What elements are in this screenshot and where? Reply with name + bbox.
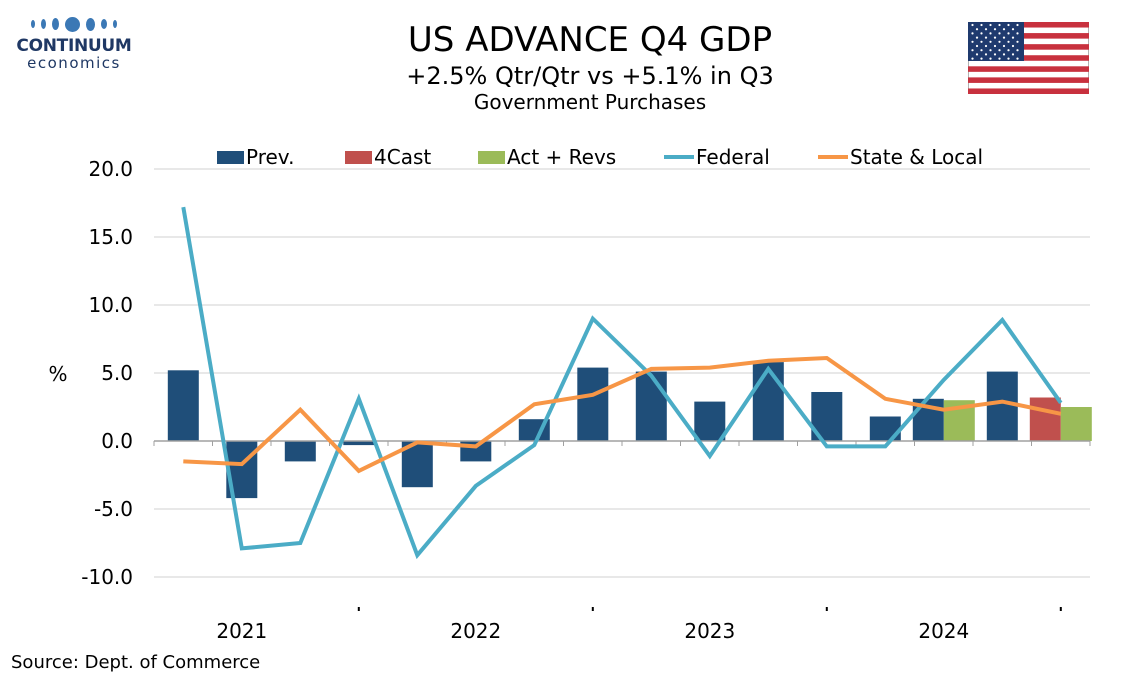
x-year-label: 2021 xyxy=(216,619,267,643)
bar-prev- xyxy=(869,416,901,441)
bar-prev- xyxy=(577,367,609,441)
y-tick-label: 5.0 xyxy=(101,361,133,385)
legend-swatch-prev- xyxy=(217,151,244,164)
bar-prev- xyxy=(167,370,199,441)
bar-act-revs xyxy=(1060,407,1092,441)
year-separator-mark xyxy=(825,607,828,611)
x-year-label: 2023 xyxy=(684,619,735,643)
chart-subtitle: +2.5% Qtr/Qtr vs +5.1% in Q3 xyxy=(406,62,774,90)
y-tick-label: 15.0 xyxy=(88,225,133,249)
brand-name: CONTINUUM xyxy=(16,36,132,56)
logo-dots-icon xyxy=(14,14,134,34)
legend-label: 4Cast xyxy=(374,145,431,169)
bar-prev- xyxy=(986,371,1018,441)
bar-prev- xyxy=(635,371,667,441)
year-separator-mark xyxy=(591,607,594,611)
legend-swatch-4cast xyxy=(345,151,372,164)
y-axis-label: % xyxy=(48,362,67,386)
line-state-local xyxy=(183,355,1062,474)
bar-prev- xyxy=(694,401,726,441)
source-note: Source: Dept. of Commerce xyxy=(11,652,261,673)
legend-label: State & Local xyxy=(850,145,983,169)
legend-swatch-act-revs xyxy=(478,151,505,164)
legend-label: Prev. xyxy=(246,145,294,169)
legend-label: Federal xyxy=(696,145,770,169)
continuum-logo: CONTINUUM economics xyxy=(14,14,134,72)
chart-subtitle-2: Government Purchases xyxy=(473,90,707,114)
us-flag-icon xyxy=(968,22,1089,94)
line-federal xyxy=(181,206,1063,560)
y-tick-label: 20.0 xyxy=(88,157,133,181)
chart-title: US ADVANCE Q4 GDP xyxy=(407,20,773,60)
year-separator-mark xyxy=(1059,607,1062,611)
y-tick-label: 0.0 xyxy=(101,429,133,453)
brand-sub: economics xyxy=(27,54,121,72)
bar-4cast xyxy=(1029,397,1061,441)
x-year-label: 2024 xyxy=(918,619,969,643)
title-block: US ADVANCE Q4 GDP +2.5% Qtr/Qtr vs +5.1%… xyxy=(290,20,890,114)
legend-label: Act + Revs xyxy=(507,145,616,169)
x-year-label: 2022 xyxy=(450,619,501,643)
bar-prev- xyxy=(752,362,784,441)
year-separator-mark xyxy=(357,607,360,611)
bar-prev- xyxy=(343,441,375,446)
y-tick-label: -5.0 xyxy=(94,497,133,521)
y-tick-label: -10.0 xyxy=(81,565,133,589)
bar-prev- xyxy=(284,441,316,462)
y-tick-label: 10.0 xyxy=(88,293,133,317)
